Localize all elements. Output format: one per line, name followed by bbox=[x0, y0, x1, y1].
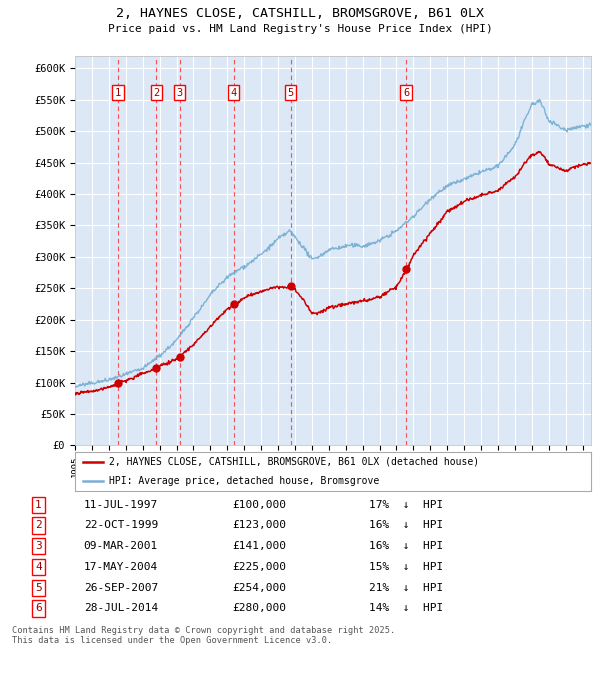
Text: £100,000: £100,000 bbox=[232, 500, 286, 510]
Text: Contains HM Land Registry data © Crown copyright and database right 2025.
This d: Contains HM Land Registry data © Crown c… bbox=[12, 626, 395, 645]
Text: 6: 6 bbox=[403, 88, 409, 98]
Text: 2: 2 bbox=[153, 88, 160, 98]
Text: 15%  ↓  HPI: 15% ↓ HPI bbox=[369, 562, 443, 572]
Text: 5: 5 bbox=[35, 583, 42, 593]
Text: £141,000: £141,000 bbox=[232, 541, 286, 551]
Text: 4: 4 bbox=[35, 562, 42, 572]
Text: HPI: Average price, detached house, Bromsgrove: HPI: Average price, detached house, Brom… bbox=[109, 476, 379, 486]
Text: 3: 3 bbox=[176, 88, 183, 98]
Text: 09-MAR-2001: 09-MAR-2001 bbox=[83, 541, 158, 551]
Text: 2, HAYNES CLOSE, CATSHILL, BROMSGROVE, B61 0LX: 2, HAYNES CLOSE, CATSHILL, BROMSGROVE, B… bbox=[116, 7, 484, 20]
Text: 28-JUL-2014: 28-JUL-2014 bbox=[83, 603, 158, 613]
Text: 17%  ↓  HPI: 17% ↓ HPI bbox=[369, 500, 443, 510]
Text: 14%  ↓  HPI: 14% ↓ HPI bbox=[369, 603, 443, 613]
Text: 6: 6 bbox=[35, 603, 42, 613]
Text: 16%  ↓  HPI: 16% ↓ HPI bbox=[369, 520, 443, 530]
Text: 1: 1 bbox=[115, 88, 121, 98]
Text: 2: 2 bbox=[35, 520, 42, 530]
Text: £225,000: £225,000 bbox=[232, 562, 286, 572]
Text: 2, HAYNES CLOSE, CATSHILL, BROMSGROVE, B61 0LX (detached house): 2, HAYNES CLOSE, CATSHILL, BROMSGROVE, B… bbox=[109, 457, 479, 466]
Text: 3: 3 bbox=[35, 541, 42, 551]
Text: 5: 5 bbox=[287, 88, 293, 98]
Text: 26-SEP-2007: 26-SEP-2007 bbox=[83, 583, 158, 593]
Text: Price paid vs. HM Land Registry's House Price Index (HPI): Price paid vs. HM Land Registry's House … bbox=[107, 24, 493, 35]
Text: £123,000: £123,000 bbox=[232, 520, 286, 530]
Text: 22-OCT-1999: 22-OCT-1999 bbox=[83, 520, 158, 530]
Text: 17-MAY-2004: 17-MAY-2004 bbox=[83, 562, 158, 572]
Text: £280,000: £280,000 bbox=[232, 603, 286, 613]
Text: £254,000: £254,000 bbox=[232, 583, 286, 593]
Text: 11-JUL-1997: 11-JUL-1997 bbox=[83, 500, 158, 510]
Text: 4: 4 bbox=[230, 88, 237, 98]
Text: 1: 1 bbox=[35, 500, 42, 510]
Text: 16%  ↓  HPI: 16% ↓ HPI bbox=[369, 541, 443, 551]
Text: 21%  ↓  HPI: 21% ↓ HPI bbox=[369, 583, 443, 593]
